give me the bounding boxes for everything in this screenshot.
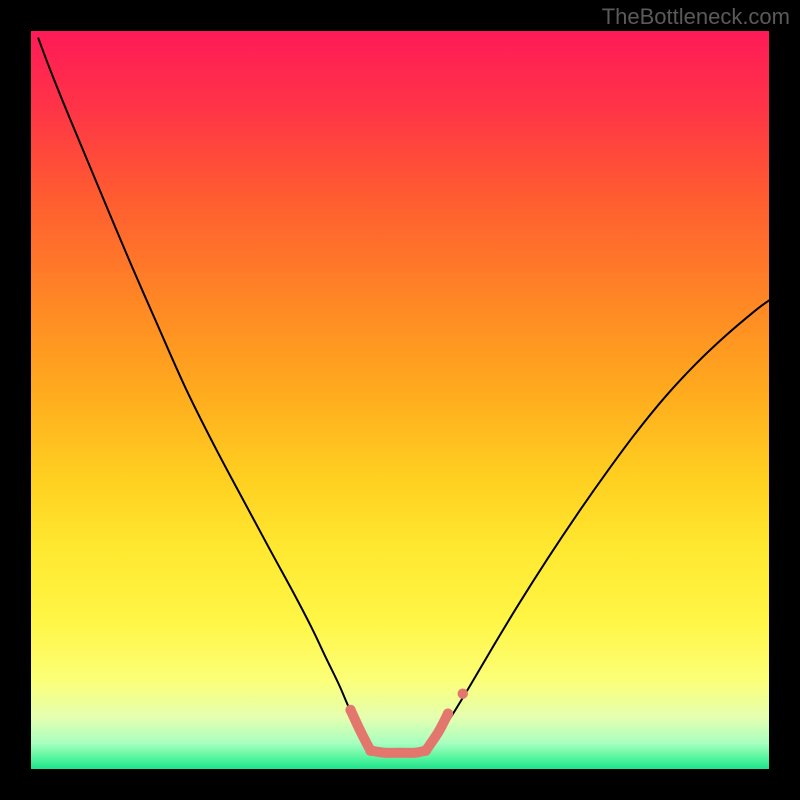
bottom-dash [370, 751, 425, 753]
right-dash-cap [443, 708, 453, 718]
plot-area [31, 31, 769, 769]
watermark-label: TheBottleneck.com [602, 4, 790, 30]
gradient-background [31, 31, 769, 769]
plot-svg [31, 31, 769, 769]
right-dot [458, 689, 468, 699]
right-dash-cap [421, 745, 431, 755]
left-dash-cap [345, 705, 355, 715]
bottom-dash-cap [365, 745, 375, 755]
stage: TheBottleneck.com [0, 0, 800, 800]
